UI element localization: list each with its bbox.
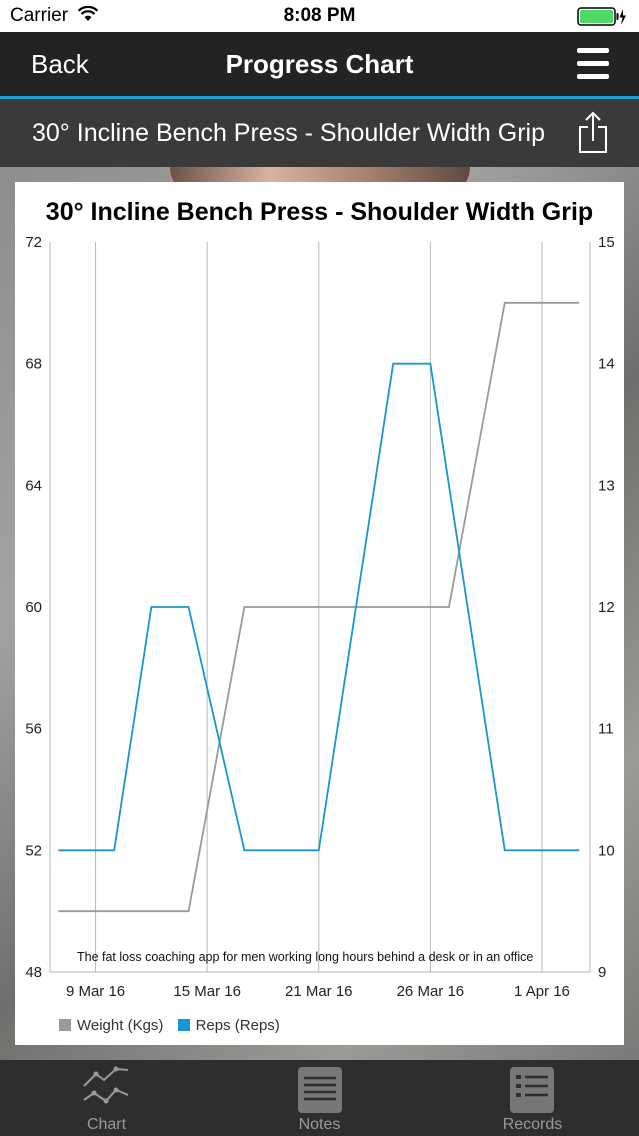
right-y-tick-label: 12 (598, 599, 615, 616)
nav-divider (0, 96, 639, 99)
right-y-tick-label: 14 (598, 356, 615, 373)
exercise-title: 30° Incline Bench Press - Shoulder Width… (32, 119, 546, 147)
left-y-tick-label: 48 (25, 964, 42, 981)
back-button[interactable]: Back (31, 49, 89, 79)
left-y-tick-label: 72 (25, 234, 42, 251)
battery-icon (577, 7, 626, 26)
right-y-tick-label: 11 (598, 721, 614, 738)
left-y-tick-label: 52 (25, 842, 42, 859)
legend-item-weight: Weight (Kgs) (59, 1017, 163, 1034)
clock: 8:08 PM (283, 5, 356, 26)
status-bar: Carrier 8:08 PM (0, 0, 639, 32)
legend-swatch-reps (177, 1019, 190, 1031)
right-y-tick-label: 9 (598, 964, 606, 981)
hamburger-menu-icon[interactable] (577, 48, 609, 82)
tab-records[interactable]: Records (426, 1060, 639, 1136)
left-y-tick-label: 68 (25, 356, 42, 373)
left-y-tick-label: 64 (25, 477, 42, 494)
records-icon (510, 1067, 554, 1113)
x-tick-label: 1 Apr 16 (514, 983, 570, 1000)
chart-legend: Weight (Kgs) Reps (Reps) (59, 1017, 290, 1034)
wifi-icon (78, 6, 98, 21)
tab-notes-label: Notes (298, 1116, 341, 1133)
tab-records-label: Records (502, 1116, 563, 1133)
legend-item-reps: Reps (Reps) (177, 1017, 280, 1034)
right-y-tick-label: 10 (598, 842, 615, 859)
weight-series-line (58, 301, 580, 913)
right-y-tick-label: 15 (598, 234, 615, 251)
exercise-header: 30° Incline Bench Press - Shoulder Width… (0, 99, 639, 167)
x-tick-label: 15 Mar 16 (173, 983, 241, 1000)
tab-bar: Chart Notes Records (0, 1060, 639, 1136)
chart-footnote: The fat loss coaching app for men workin… (77, 950, 534, 964)
left-y-tick-label: 60 (25, 599, 42, 616)
share-icon[interactable] (577, 110, 609, 154)
tab-notes[interactable]: Notes (213, 1060, 426, 1136)
line-chart-icon (83, 1066, 129, 1104)
carrier-label: Carrier (10, 5, 69, 26)
right-y-tick-label: 13 (598, 477, 615, 494)
x-tick-label: 26 Mar 16 (397, 983, 465, 1000)
legend-label-weight: Weight (Kgs) (77, 1017, 164, 1034)
tab-chart[interactable]: Chart (0, 1060, 213, 1136)
chart-title: 30° Incline Bench Press - Shoulder Width… (45, 198, 594, 226)
page-title: Progress Chart (225, 49, 414, 79)
navigation-bar: Back Progress Chart (0, 32, 639, 96)
notes-icon (298, 1067, 342, 1113)
chart-card: 30° Incline Bench Press - Shoulder Width… (15, 182, 624, 1045)
reps-series-line (58, 362, 580, 852)
progress-chart: 9 Mar 16 15 Mar 16 21 Mar 16 26 Mar 16 1 Apr… (25, 234, 615, 1000)
legend-swatch-weight (59, 1019, 71, 1031)
legend-label-reps: Reps (Reps) (195, 1017, 280, 1034)
x-tick-label: 21 Mar 16 (285, 983, 353, 1000)
x-tick-label: 9 Mar 16 (66, 983, 125, 1000)
left-y-tick-label: 56 (25, 721, 42, 738)
tab-chart-label: Chart (86, 1116, 127, 1133)
